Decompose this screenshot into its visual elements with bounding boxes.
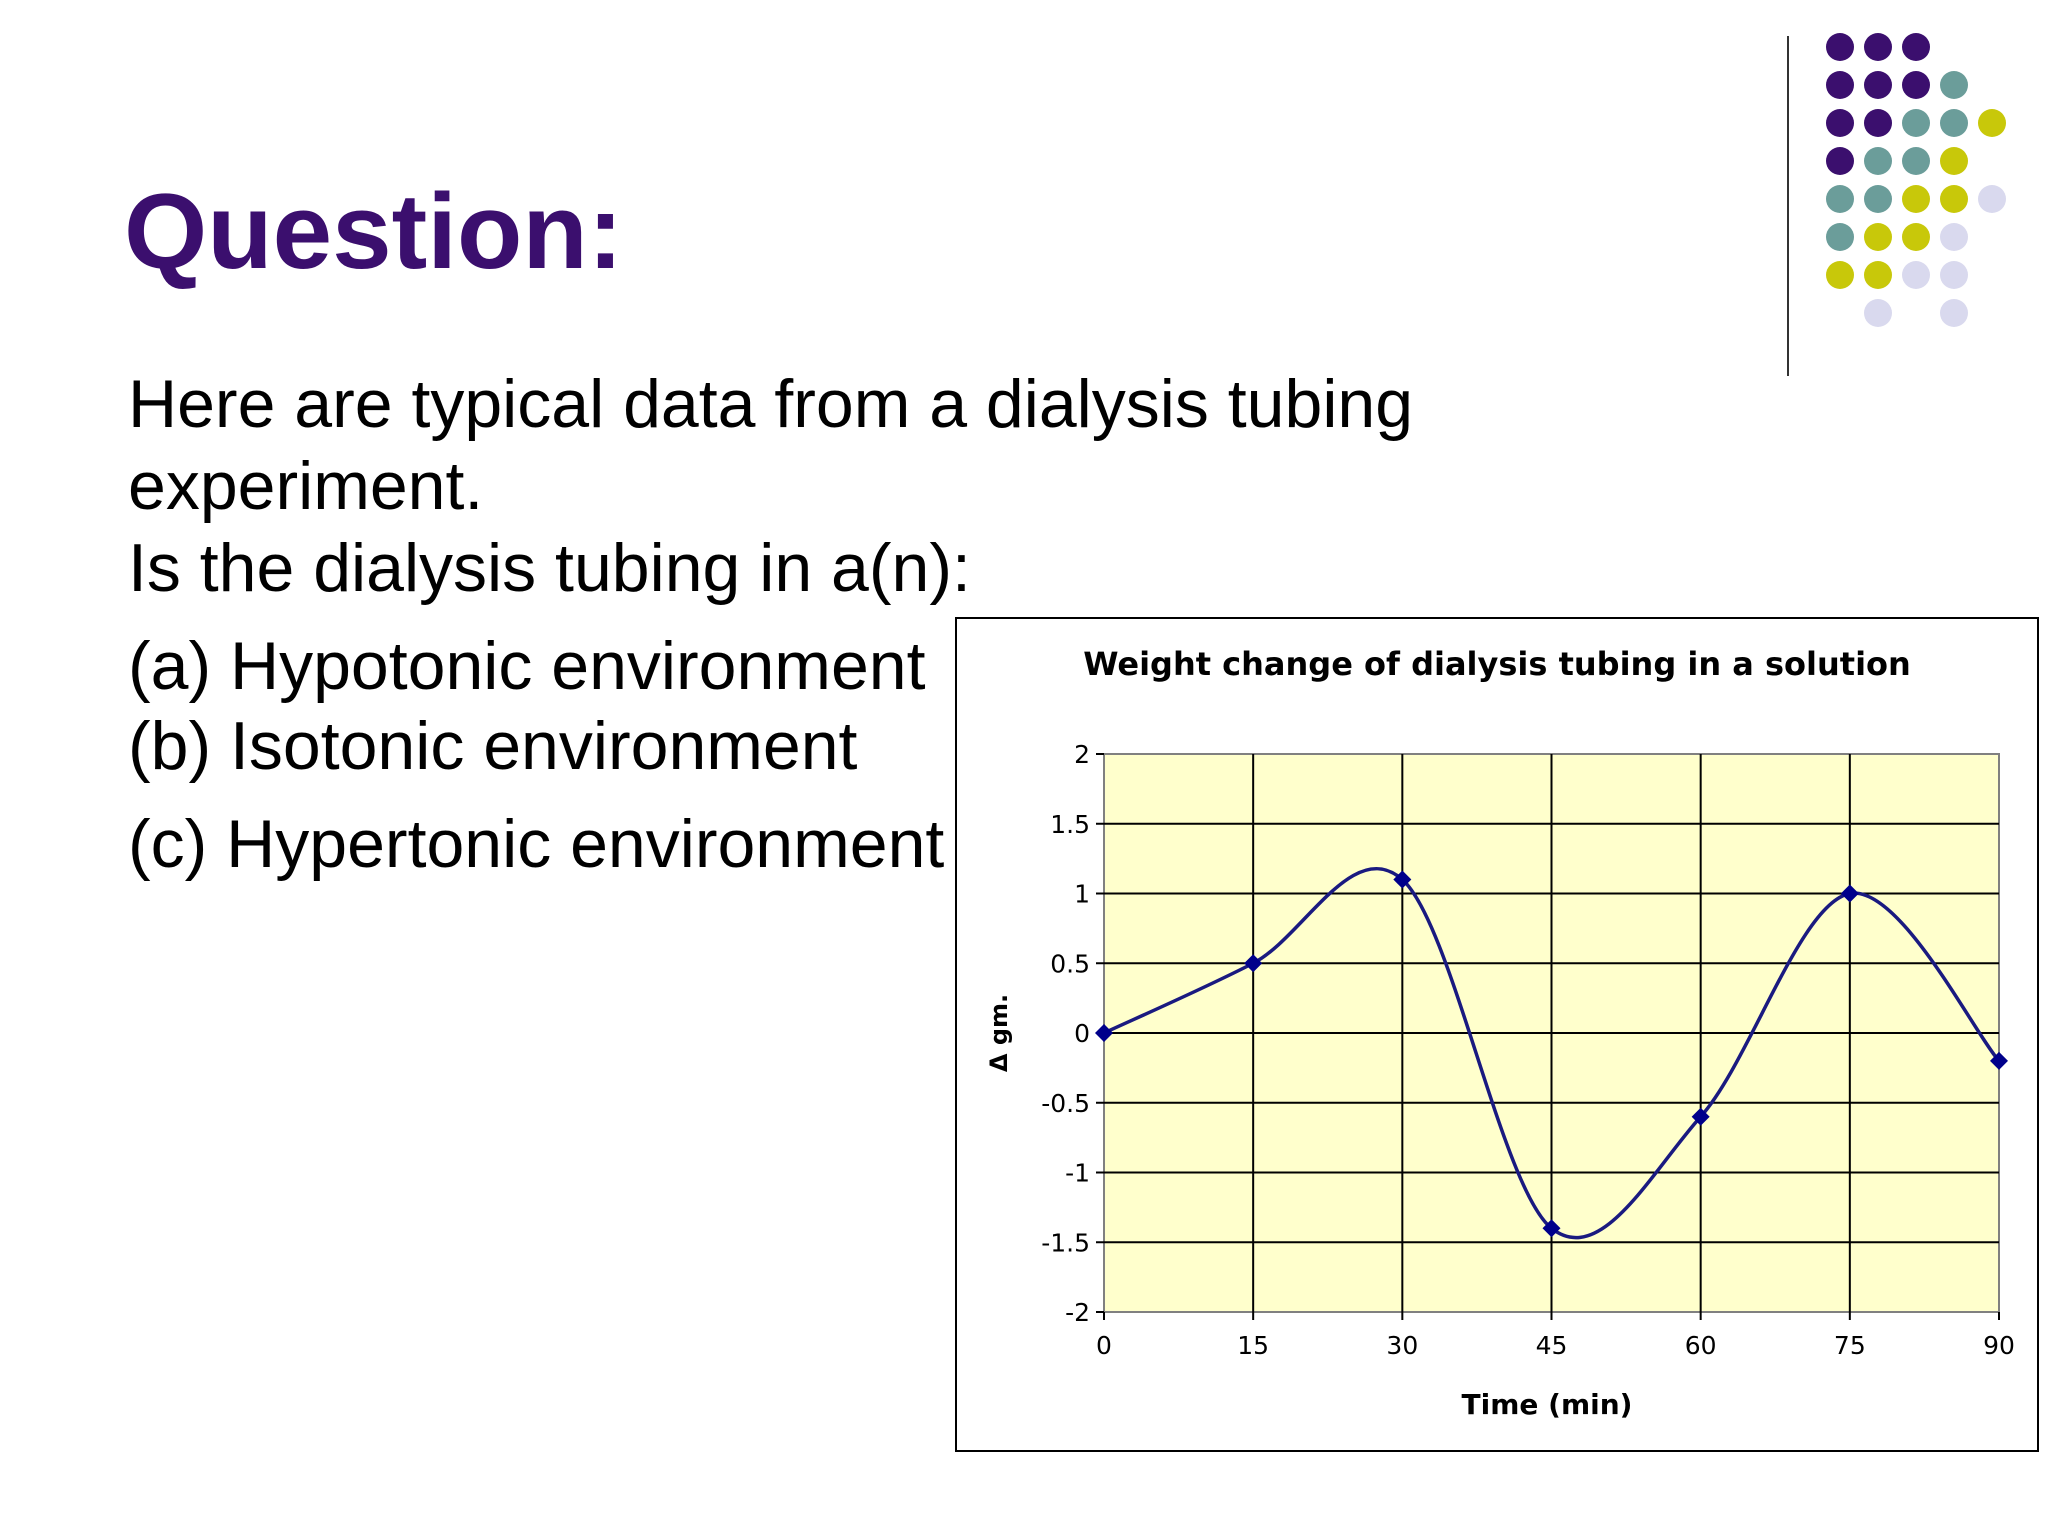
data-point-marker — [1840, 884, 1859, 903]
x-tick-label: 30 — [1386, 1331, 1418, 1360]
body-line-1: Here are typical data from a dialysis tu… — [128, 366, 1414, 442]
y-axis-label: Δ gm. — [985, 994, 1013, 1072]
title-divider-line — [1787, 36, 1789, 376]
decor-dot — [1940, 147, 1968, 175]
y-tick-label: 0 — [1074, 1019, 1090, 1048]
decor-dot — [1902, 185, 1930, 213]
option-c: (c) Hypertonic environment — [128, 806, 945, 882]
decor-dot — [1902, 147, 1930, 175]
decor-dot — [1902, 261, 1930, 289]
y-tick-label: -2 — [1065, 1298, 1090, 1327]
data-point-marker — [1691, 1107, 1710, 1126]
y-tick-label: 0.5 — [1050, 949, 1090, 978]
decor-dot — [1940, 223, 1968, 251]
x-tick-label: 15 — [1237, 1331, 1269, 1360]
decor-dot — [1864, 261, 1892, 289]
x-tick-label: 75 — [1834, 1331, 1866, 1360]
option-a: (a) Hypotonic environment — [128, 628, 926, 704]
data-point-marker — [1393, 870, 1412, 889]
data-point-marker — [1990, 1051, 2008, 1070]
decor-dot — [1826, 71, 1854, 99]
data-point-marker — [1542, 1219, 1561, 1238]
decor-dot — [1940, 71, 1968, 99]
decor-dot — [1864, 185, 1892, 213]
decor-dot — [1902, 71, 1930, 99]
decor-dot — [1940, 261, 1968, 289]
decor-dot — [1940, 299, 1968, 327]
weight-change-chart: 21.510.50-0.5-1-1.5-20 15 30 45 60 75 90 Weigh… — [985, 645, 2015, 1421]
body-line-3: Is the dialysis tubing in a(n): — [128, 530, 971, 606]
decor-dot — [1864, 71, 1892, 99]
chart-frame: 2 1.5 1 0.5 0 -0.5 -1 -1.5 -2 0 15 30 45 60 75 90 Weigh… — [955, 617, 2039, 1452]
decor-dot — [1826, 223, 1854, 251]
decor-dot — [1826, 33, 1854, 61]
chart-title: Weight change of dialysis tubing in a so… — [1083, 645, 1911, 683]
y-tick-label: -1 — [1065, 1159, 1090, 1188]
decor-dot — [1940, 109, 1968, 137]
option-b: (b) Isotonic environment — [128, 708, 858, 784]
data-point-marker — [1095, 1024, 1113, 1042]
y-tick-label: 1.5 — [1050, 810, 1090, 839]
decor-dot — [1864, 147, 1892, 175]
y-tick-label: -0.5 — [1041, 1089, 1090, 1118]
body-line-2: experiment. — [128, 448, 484, 524]
x-tick-label: 45 — [1536, 1331, 1568, 1360]
x-tick-label: 0 — [1096, 1331, 1112, 1360]
axis-ticks: 21.510.50-0.5-1-1.5-20 15 30 45 60 75 90 — [1041, 740, 2015, 1360]
decor-dot — [1864, 299, 1892, 327]
grid-lines — [1104, 754, 1999, 1312]
decor-dot — [1864, 223, 1892, 251]
decor-dot — [1902, 33, 1930, 61]
decor-dot — [1826, 185, 1854, 213]
x-axis-label: Time (min) — [1462, 1388, 1633, 1421]
data-markers — [1095, 870, 2008, 1238]
slide-title: Question: — [124, 171, 624, 291]
decor-dot — [1978, 185, 2006, 213]
decor-dot — [1826, 147, 1854, 175]
decor-dot — [1940, 185, 1968, 213]
decor-dot — [1864, 109, 1892, 137]
decor-dot — [1826, 261, 1854, 289]
y-tick-label: 1 — [1074, 880, 1090, 909]
decor-dot — [1864, 33, 1892, 61]
decor-dot — [1826, 109, 1854, 137]
y-tick-label: -1.5 — [1041, 1228, 1090, 1257]
y-tick-label: 2 — [1074, 740, 1090, 769]
x-tick-label: 60 — [1685, 1331, 1717, 1360]
decor-dot — [1902, 109, 1930, 137]
data-point-marker — [1244, 954, 1263, 973]
x-tick-label: 90 — [1983, 1331, 2015, 1360]
decor-dot — [1978, 109, 2006, 137]
decor-dot — [1902, 223, 1930, 251]
